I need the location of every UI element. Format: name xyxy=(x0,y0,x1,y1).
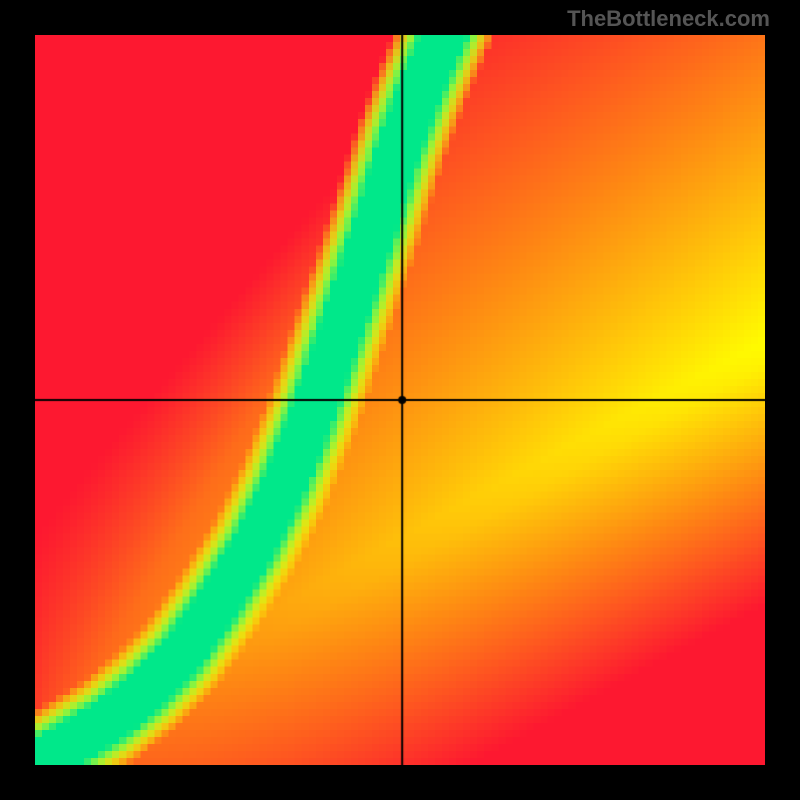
watermark-text: TheBottleneck.com xyxy=(567,6,770,32)
crosshair-overlay xyxy=(35,35,765,765)
chart-container: TheBottleneck.com xyxy=(0,0,800,800)
